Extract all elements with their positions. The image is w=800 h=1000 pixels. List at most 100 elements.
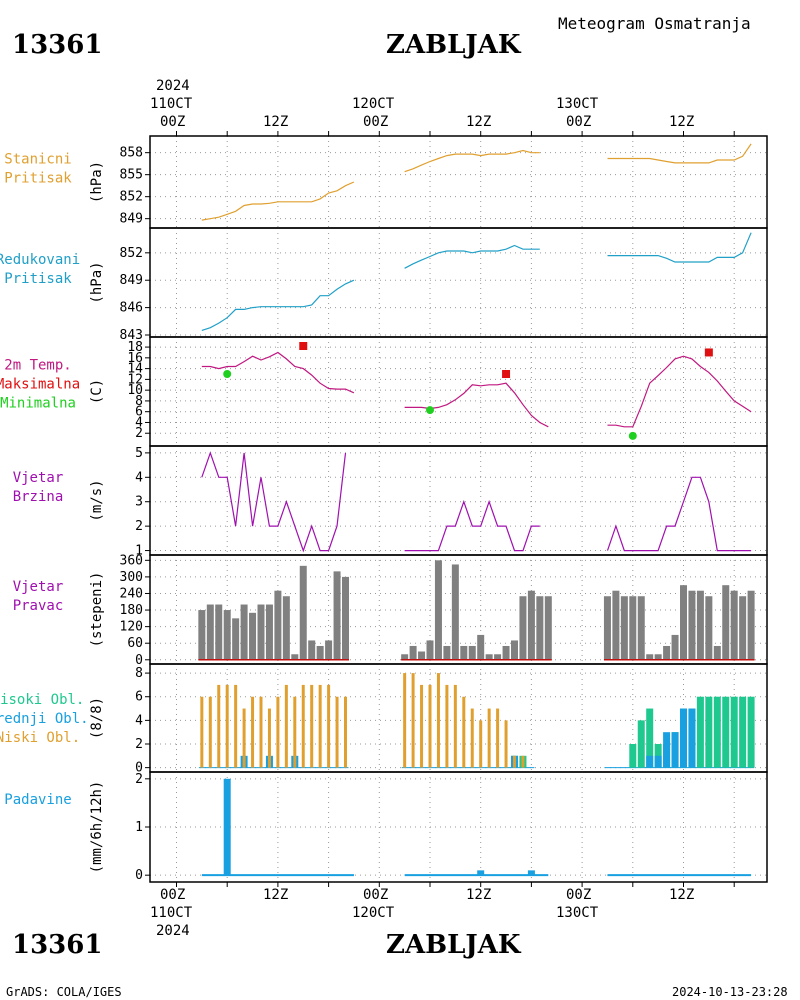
wind-direction-bar — [739, 596, 747, 660]
wind-direction-bar — [654, 654, 662, 660]
panel-label: Pritisak — [4, 271, 72, 287]
min-temp-marker — [426, 406, 434, 415]
series-line — [404, 382, 549, 428]
date-tick-top: 120CT — [352, 96, 395, 112]
high-cloud-bar — [705, 696, 713, 768]
hour-tick-bottom: 12Z — [669, 887, 695, 903]
high-cloud-bar — [646, 708, 654, 768]
hour-tick-top: 00Z — [160, 114, 186, 130]
panel-pressure: 849 852 855 858 (hPa) Stanicni Pritisak — [4, 135, 768, 229]
wind-direction-bar — [629, 596, 637, 660]
y-tick-label: 16 — [127, 351, 143, 366]
precip-bar — [223, 778, 231, 876]
high-cloud-bar — [739, 696, 747, 768]
min-temp-marker — [628, 431, 637, 440]
precip-bar — [527, 870, 535, 876]
wind-direction-bar — [502, 645, 510, 660]
low-cloud-bar — [310, 684, 314, 768]
series-line — [404, 499, 540, 552]
panel-label: Stanicni — [4, 152, 71, 168]
wind-direction-bar — [198, 610, 206, 660]
wind-direction-bar — [696, 590, 704, 660]
wind-direction-bar — [603, 596, 611, 660]
y-tick-label: 10 — [127, 383, 143, 398]
y-tick-label: 120 — [120, 620, 143, 635]
low-cloud-bar — [293, 696, 297, 768]
series-line — [201, 451, 347, 553]
wind-direction-bar — [249, 612, 257, 660]
wind-direction-bar — [494, 654, 502, 660]
year-label-bottom: 2024 — [156, 923, 190, 939]
y-tick-label: 12 — [127, 372, 143, 387]
panel-frame — [149, 135, 768, 229]
wind-direction-bar — [333, 571, 341, 660]
hour-tick-bottom: 12Z — [263, 887, 289, 903]
y-tick-label: 849 — [120, 273, 143, 288]
date-tick-bottom: 120CT — [352, 905, 395, 921]
low-cloud-bar — [259, 696, 263, 768]
wind-direction-bar — [232, 618, 240, 660]
panel-frame — [149, 227, 768, 338]
low-cloud-bar — [453, 684, 457, 768]
low-cloud-bar — [217, 684, 221, 768]
low-cloud-bar — [225, 684, 229, 768]
low-cloud-bar — [284, 684, 288, 768]
y-tick-label: 0 — [135, 761, 143, 776]
credit-text: GrADS: COLA/IGES — [6, 985, 122, 999]
series-line — [404, 244, 540, 269]
mid-cloud-bar — [663, 732, 671, 768]
hour-tick-top: 12Z — [669, 114, 695, 130]
wind-direction-bar — [451, 564, 459, 660]
wind-direction-bar — [206, 604, 214, 660]
y-tick-label: 0 — [135, 653, 143, 668]
mid-cloud-bar — [688, 708, 696, 768]
date-tick-bottom: 130CT — [556, 905, 599, 921]
y-tick-label: 300 — [120, 570, 143, 585]
y-tick-label: 2 — [135, 772, 143, 787]
wind-direction-bar — [747, 590, 755, 660]
panel-label: Niski Obl. — [0, 730, 80, 746]
y-axis-label: (8/8) — [89, 697, 105, 739]
max-temp-marker — [502, 370, 511, 378]
series-line — [607, 143, 752, 164]
y-tick-label: 1 — [135, 820, 143, 835]
wind-direction-bar — [544, 596, 552, 660]
wind-direction-bar — [308, 640, 316, 660]
y-tick-label: 2 — [135, 426, 143, 441]
panel-label: Vjetar — [13, 579, 64, 595]
footer-station-id: 13361 — [12, 930, 103, 960]
low-cloud-bar — [496, 708, 500, 768]
panel-reduced: 843 846 849 852 (hPa) Redukovani Pritisak — [0, 227, 768, 343]
y-tick-label: 5 — [135, 446, 143, 461]
low-cloud-bar — [479, 720, 483, 768]
low-cloud-bar — [208, 696, 212, 768]
hour-tick-top: 00Z — [363, 114, 389, 130]
wind-direction-bar — [240, 604, 248, 660]
mid-cloud-bar — [671, 732, 679, 768]
wind-direction-bar — [299, 565, 307, 660]
low-cloud-bar — [344, 696, 347, 768]
y-tick-label: 855 — [120, 168, 143, 183]
wind-direction-bar — [730, 590, 738, 660]
mid-cloud-bar — [654, 755, 662, 768]
date-tick-top: 130CT — [556, 96, 599, 112]
panel-label: Minimalna — [0, 396, 76, 412]
wind-direction-bar — [257, 604, 265, 660]
series-line — [201, 181, 355, 221]
y-tick-label: 240 — [120, 586, 143, 601]
low-cloud-bar — [242, 708, 246, 768]
y-tick-label: 1 — [135, 544, 143, 559]
wind-direction-bar — [434, 560, 442, 660]
low-cloud-bar — [267, 708, 271, 768]
y-tick-label: 843 — [120, 328, 143, 343]
low-cloud-bar — [521, 755, 525, 768]
high-cloud-bar — [730, 696, 738, 768]
min-temp-marker — [223, 370, 232, 378]
date-tick-bottom: 110CT — [150, 905, 193, 921]
low-cloud-bar — [234, 684, 238, 768]
y-tick-label: 0 — [135, 868, 143, 883]
chart-subtitle: Meteogram Osmatranja — [558, 14, 751, 33]
station-id: 13361 — [12, 30, 103, 60]
